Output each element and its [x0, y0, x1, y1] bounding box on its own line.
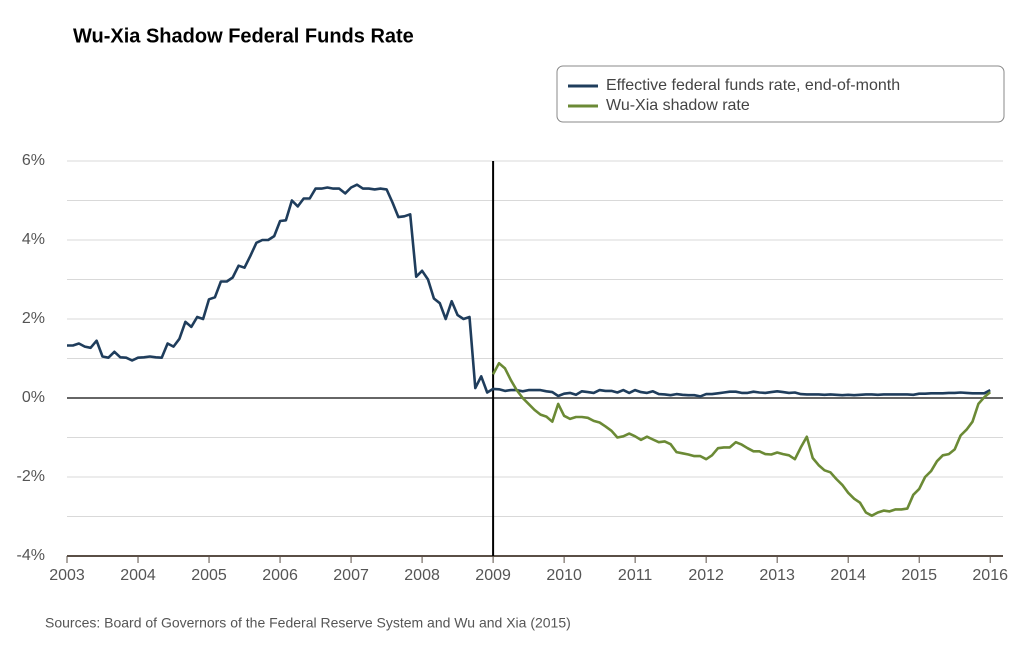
x-tick-label: 2005 — [191, 567, 227, 584]
y-tick-label: -2% — [17, 468, 45, 485]
y-tick-label: 4% — [22, 231, 45, 248]
y-tick-label: 0% — [22, 389, 45, 406]
y-tick-label: 6% — [22, 152, 45, 169]
y-tick-label: 2% — [22, 310, 45, 327]
series-line — [67, 183, 991, 398]
series-line — [491, 361, 992, 517]
x-tick-label: 2004 — [120, 567, 156, 584]
x-tick-label: 2015 — [901, 567, 937, 584]
source-note: Sources: Board of Governors of the Feder… — [45, 615, 571, 631]
x-tick-label: 2009 — [475, 567, 511, 584]
x-tick-label: 2010 — [546, 567, 582, 584]
legend-label: Wu-Xia shadow rate — [606, 97, 750, 114]
x-tick-label: 2006 — [262, 567, 298, 584]
x-tick-label: 2012 — [688, 567, 724, 584]
y-tick-label: -4% — [17, 547, 45, 564]
x-tick-label: 2008 — [404, 567, 440, 584]
x-tick-label: 2007 — [333, 567, 369, 584]
chart-title: Wu-Xia Shadow Federal Funds Rate — [73, 25, 414, 47]
x-tick-label: 2003 — [49, 567, 85, 584]
x-tick-label: 2016 — [972, 567, 1008, 584]
x-tick-label: 2011 — [618, 567, 653, 584]
legend-box — [556, 65, 1005, 123]
x-tick-label: 2014 — [830, 567, 866, 584]
x-tick-label: 2013 — [759, 567, 795, 584]
legend-label: Effective federal funds rate, end-of-mon… — [606, 77, 900, 94]
